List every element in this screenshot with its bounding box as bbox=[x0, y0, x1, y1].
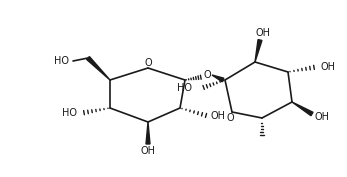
Polygon shape bbox=[255, 39, 262, 62]
Text: OH: OH bbox=[211, 111, 226, 121]
Text: OH: OH bbox=[255, 28, 271, 38]
Text: HO: HO bbox=[54, 56, 69, 66]
Polygon shape bbox=[212, 75, 224, 82]
Text: HO: HO bbox=[178, 83, 193, 93]
Text: HO: HO bbox=[62, 108, 77, 118]
Text: O: O bbox=[144, 58, 152, 68]
Text: O: O bbox=[226, 113, 234, 123]
Text: OH: OH bbox=[321, 62, 336, 72]
Polygon shape bbox=[146, 122, 150, 144]
Text: O: O bbox=[203, 70, 211, 80]
Text: OH: OH bbox=[314, 112, 330, 122]
Polygon shape bbox=[292, 102, 313, 116]
Polygon shape bbox=[87, 57, 110, 80]
Text: OH: OH bbox=[141, 146, 155, 156]
